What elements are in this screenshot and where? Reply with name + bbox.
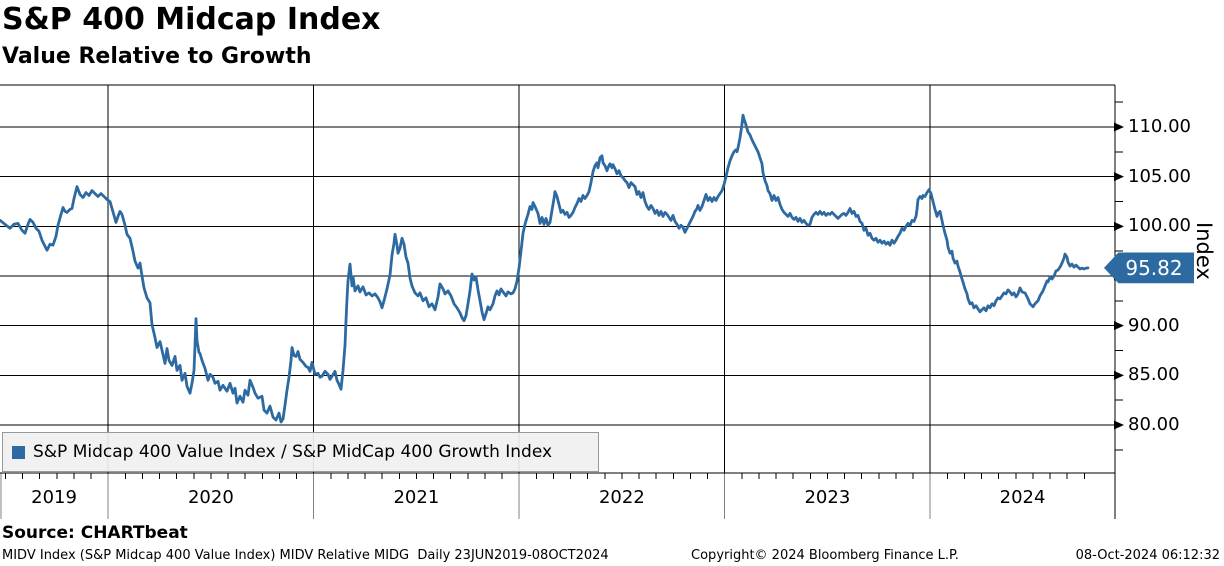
x-year-label: 2020 (187, 487, 234, 508)
legend-label: S&P Midcap 400 Value Index / S&P MidCap … (33, 442, 553, 462)
legend-swatch-icon (12, 445, 25, 459)
y-axis-title: Index (1192, 222, 1216, 280)
series-line (0, 113, 1090, 424)
page-title: S&P 400 Midcap Index (2, 2, 381, 37)
y-major-tick-arrow-icon (1114, 321, 1124, 331)
y-tick-label: 100.00 (1128, 215, 1191, 237)
x-year-label: 2022 (598, 487, 645, 508)
y-tick-label: 105.00 (1128, 165, 1191, 187)
y-major-tick-arrow-icon (1114, 221, 1124, 231)
y-tick-label: 80.00 (1128, 413, 1180, 435)
last-value-badge: 95.82 (1104, 252, 1194, 284)
y-tick-label: 85.00 (1128, 364, 1180, 386)
footer-copyright: Copyright© 2024 Bloomberg Finance L.P. (691, 548, 959, 563)
source-line: Source: CHARTbeat (2, 523, 188, 543)
y-major-tick-arrow-icon (1114, 420, 1124, 430)
y-major-tick-arrow-icon (1114, 370, 1124, 380)
legend: S&P Midcap 400 Value Index / S&P MidCap … (2, 432, 599, 472)
x-year-label: 2024 (999, 487, 1046, 508)
chart-canvas (0, 84, 1124, 519)
y-tick-label: 110.00 (1128, 116, 1191, 137)
x-year-label: 2019 (31, 487, 77, 508)
y-major-tick-arrow-icon (1114, 172, 1124, 182)
last-value-text: 95.82 (1125, 255, 1183, 280)
y-major-tick-arrow-icon (1114, 122, 1124, 132)
x-year-label: 2023 (804, 487, 851, 508)
x-year-label: 2021 (393, 487, 440, 508)
footer-timestamp: 08-Oct-2024 06:12:32 (1075, 548, 1220, 563)
page-subtitle: Value Relative to Growth (2, 44, 312, 69)
footer-ticker-info: MIDV Index (S&P Midcap 400 Value Index) … (2, 548, 609, 563)
y-tick-label: 90.00 (1128, 314, 1180, 336)
